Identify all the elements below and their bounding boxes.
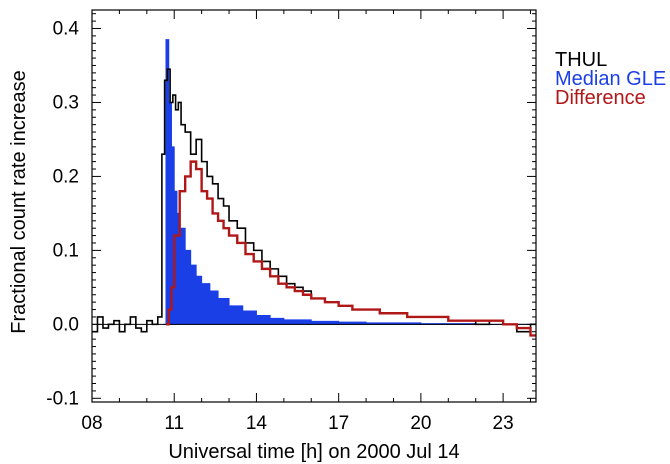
y-tick-label: 0.4 xyxy=(53,18,80,39)
series-thul xyxy=(92,68,536,333)
y-axis-label: Fractional count rate increase xyxy=(8,70,30,333)
y-tick-label: -0.1 xyxy=(46,388,79,409)
legend-entry: Median GLE xyxy=(555,68,666,90)
y-tick-label: 0.3 xyxy=(53,92,79,113)
x-tick-label: 23 xyxy=(493,413,514,434)
legend-entry: Difference xyxy=(555,87,646,109)
series-median-gle xyxy=(163,39,536,325)
x-axis-label: Universal time [h] on 2000 Jul 14 xyxy=(168,441,459,463)
x-tick-label: 11 xyxy=(164,413,184,434)
axes xyxy=(91,9,537,403)
legend-entry: THUL xyxy=(555,49,607,71)
series-difference xyxy=(166,160,536,337)
plot-area xyxy=(92,39,536,337)
y-tick-label: 0.2 xyxy=(53,166,79,187)
y-tick-label: 0.1 xyxy=(53,240,79,261)
tick-labels: 08 11 14 17 20 23 -0.1 0.0 0.1 0.2 0.3 0.4 xyxy=(46,18,513,434)
x-tick-label: 20 xyxy=(410,413,431,434)
x-tick-label: 08 xyxy=(81,413,102,434)
x-tick-label: 14 xyxy=(246,413,268,434)
y-tick-label: 0.0 xyxy=(53,314,79,335)
plot-frame xyxy=(91,9,537,403)
x-tick-label: 17 xyxy=(328,413,349,434)
